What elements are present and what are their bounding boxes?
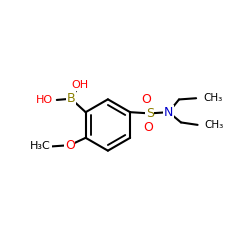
Text: H₃C: H₃C: [30, 142, 51, 152]
Text: OH: OH: [71, 80, 88, 90]
Text: CH₃: CH₃: [204, 120, 224, 130]
Text: O: O: [144, 121, 154, 134]
Text: O: O: [141, 93, 151, 106]
Text: O: O: [65, 139, 75, 152]
Text: CH₃: CH₃: [203, 93, 222, 103]
Text: N: N: [164, 106, 173, 119]
Text: S: S: [146, 107, 154, 120]
Text: B: B: [67, 92, 75, 105]
Text: HO: HO: [36, 95, 53, 105]
